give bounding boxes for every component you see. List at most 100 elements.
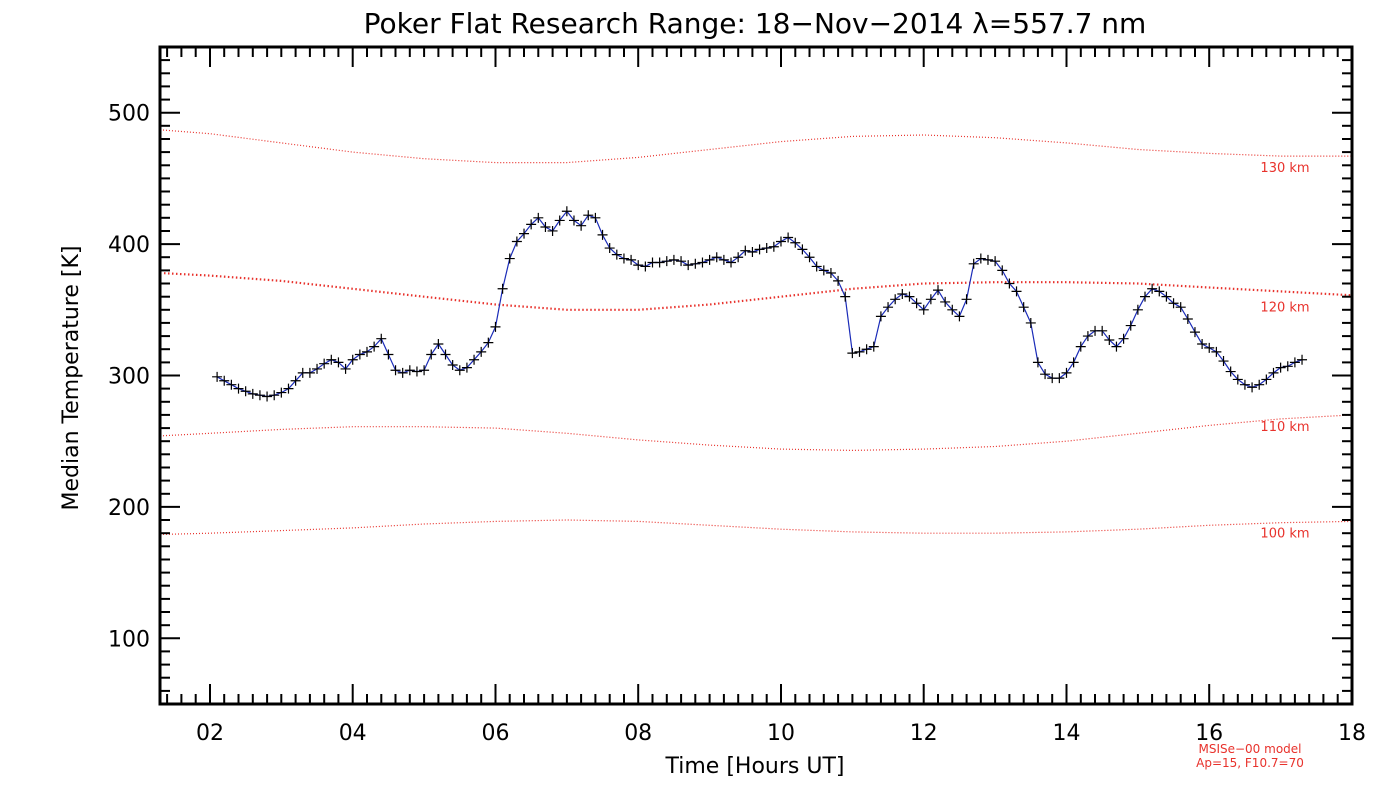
- data-point: [254, 390, 265, 401]
- data-point: [490, 321, 501, 332]
- data-point: [854, 346, 865, 357]
- data-point: [1147, 283, 1158, 294]
- data-point: [697, 257, 708, 268]
- chart-title: Poker Flat Research Range: 18−Nov−2014 λ…: [364, 7, 1147, 40]
- data-point: [861, 344, 872, 355]
- data-point: [897, 289, 908, 300]
- data-point: [711, 252, 722, 263]
- data-point: [326, 354, 337, 365]
- data-point: [1025, 317, 1036, 328]
- tick-labels: 02 04 06 08 10 12 14 16 18 100 200 300 400 500: [108, 102, 1366, 746]
- data-point: [847, 348, 858, 359]
- data-point: [1247, 382, 1258, 393]
- data-point: [1268, 367, 1279, 378]
- data-point: [568, 215, 579, 226]
- data-point: [683, 260, 694, 271]
- data-point: [947, 304, 958, 315]
- x-tick-label: 12: [910, 721, 938, 746]
- data-point: [761, 243, 772, 254]
- data-point: [933, 285, 944, 296]
- model-label-110-km: 110 km: [1260, 420, 1309, 435]
- data-point: [690, 258, 701, 269]
- data-point: [968, 258, 979, 269]
- data-point: [833, 275, 844, 286]
- data-point: [775, 236, 786, 247]
- y-tick-label: 400: [108, 233, 150, 258]
- data-point: [547, 225, 558, 236]
- data-point: [997, 265, 1008, 276]
- data-point: [1040, 369, 1051, 380]
- data-point: [1175, 302, 1186, 313]
- data-point: [726, 257, 737, 268]
- data-point: [1011, 286, 1022, 297]
- data-point: [982, 254, 993, 265]
- y-axis-label: Median Temperature [K]: [59, 246, 84, 511]
- data-point: [290, 375, 301, 386]
- x-tick-label: 18: [1338, 721, 1366, 746]
- data-point: [433, 338, 444, 349]
- data-point: [811, 261, 822, 272]
- model-curves: 130 km 120 km 110 km 100 km: [159, 129, 1353, 541]
- data-point: [1132, 304, 1143, 315]
- data-point: [1289, 357, 1300, 368]
- data-point: [1104, 335, 1115, 346]
- data-point: [954, 311, 965, 322]
- data-point: [1204, 342, 1215, 353]
- data-point: [825, 268, 836, 279]
- data-point: [1082, 331, 1093, 342]
- data-point: [476, 346, 487, 357]
- data-point: [511, 236, 522, 247]
- data-point: [1282, 361, 1293, 372]
- data-point: [383, 349, 394, 360]
- data-point: [561, 206, 572, 217]
- data-point: [340, 363, 351, 374]
- data-point: [312, 363, 323, 374]
- data-point: [361, 346, 372, 357]
- data-point: [240, 386, 251, 397]
- data-point: [1211, 346, 1222, 357]
- data-point: [1140, 291, 1151, 302]
- y-tick-label: 500: [108, 102, 150, 127]
- data-point: [483, 337, 494, 348]
- data-point: [918, 304, 929, 315]
- data-point: [704, 254, 715, 265]
- model-curve-110-km: [159, 414, 1353, 452]
- data-point: [461, 362, 472, 373]
- data-point: [883, 302, 894, 313]
- x-tick-label: 06: [482, 721, 510, 746]
- data-point: [447, 359, 458, 370]
- data-point: [747, 246, 758, 257]
- data-point: [733, 252, 744, 263]
- data-point: [576, 220, 587, 231]
- data-point: [626, 254, 637, 265]
- data-point: [212, 371, 223, 382]
- x-tick-label: 08: [624, 721, 652, 746]
- data-point: [1111, 341, 1122, 352]
- data-point: [519, 228, 530, 239]
- data-point: [890, 294, 901, 305]
- data-point: [440, 349, 451, 360]
- data-point: [618, 253, 629, 264]
- data-point: [469, 354, 480, 365]
- data-point: [1161, 291, 1172, 302]
- data-point: [1182, 313, 1193, 324]
- data-point: [1154, 286, 1165, 297]
- x-tick-label: 16: [1195, 721, 1223, 746]
- data-point: [1275, 362, 1286, 373]
- data-point: [404, 365, 415, 376]
- x-tick-label: 04: [339, 721, 367, 746]
- data-point: [840, 291, 851, 302]
- data-point: [804, 252, 815, 263]
- data-point: [1061, 367, 1072, 378]
- data-point: [1232, 374, 1243, 385]
- data-point: [1197, 338, 1208, 349]
- data-point: [1004, 278, 1015, 289]
- x-tick-label: 14: [1053, 721, 1081, 746]
- data-point: [247, 388, 258, 399]
- model-label-100-km: 100 km: [1260, 526, 1309, 541]
- model-credit-line-2: Ap=15, F10.7=70: [1196, 756, 1304, 770]
- model-label-120-km: 120 km: [1260, 300, 1309, 315]
- data-point: [319, 358, 330, 369]
- data-point: [554, 215, 565, 226]
